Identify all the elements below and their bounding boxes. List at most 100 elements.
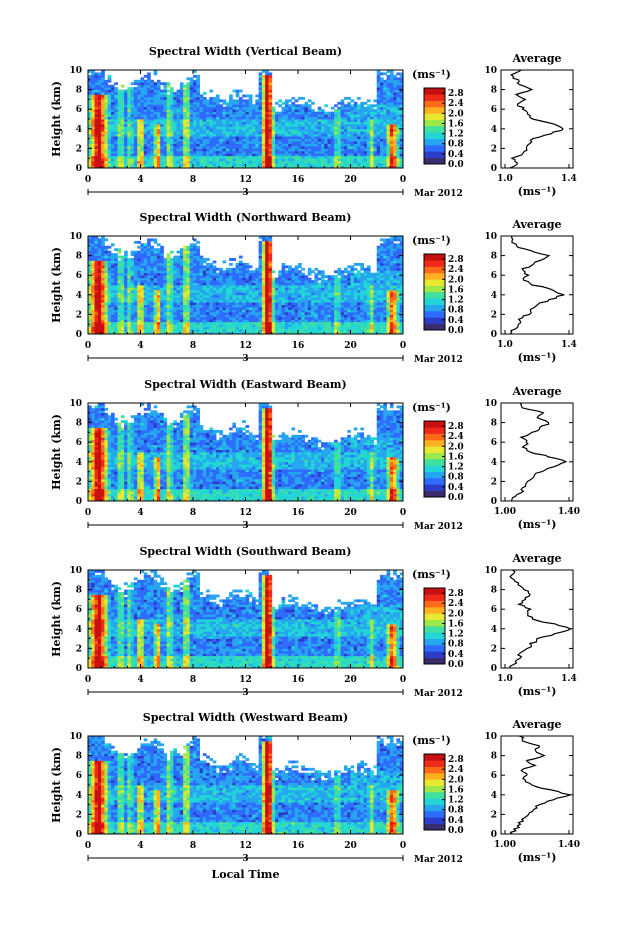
heatmap-cell: [193, 272, 197, 276]
heatmap-cell: [304, 131, 309, 135]
heatmap-cell: [101, 304, 105, 308]
heatmap-cell: [311, 141, 315, 144]
heatmap-cell: [258, 248, 263, 252]
heatmap-cell: [196, 96, 200, 100]
heatmap-cell: [199, 121, 204, 125]
heatmap-cell: [156, 116, 161, 120]
heatmap-cell: [150, 294, 155, 298]
heatmap-cell: [343, 158, 348, 162]
heatmap-cell: [219, 133, 223, 137]
heatmap-cell: [317, 111, 322, 115]
heatmap-cell: [268, 87, 273, 90]
heatmap-cell: [327, 141, 332, 144]
heatmap-cell: [242, 319, 246, 323]
heatmap-cell: [360, 128, 365, 132]
heatmap-cell: [133, 136, 138, 139]
heatmap-cell: [317, 158, 322, 162]
heatmap-cell: [88, 324, 92, 328]
heatmap-cell: [330, 128, 335, 132]
heatmap-cell: [206, 302, 210, 305]
heatmap-cell: [380, 163, 384, 166]
heatmap-cell: [147, 109, 151, 113]
heatmap-cell: [288, 138, 292, 142]
heatmap-cell: [114, 289, 118, 293]
heatmap-cell: [238, 260, 243, 264]
heatmap-cell: [393, 99, 397, 103]
heatmap-cell: [307, 128, 312, 132]
heatmap-cell: [396, 155, 401, 159]
heatmap-cell: [166, 126, 171, 130]
heatmap-cell: [173, 316, 177, 320]
heatmap-cell: [140, 87, 145, 90]
heatmap-cell: [107, 153, 112, 157]
heatmap-cell: [173, 267, 177, 271]
heatmap-cell: [219, 289, 223, 293]
heatmap-cell: [386, 94, 391, 98]
heatmap-cell: [160, 277, 164, 281]
heatmap-cell: [186, 96, 191, 100]
heatmap-cell: [133, 253, 138, 256]
heatmap-cell: [219, 299, 223, 303]
heatmap-cell: [245, 116, 250, 120]
heatmap-cell: [350, 148, 355, 152]
heatmap-cell: [91, 238, 95, 242]
heatmap-cell: [360, 109, 365, 113]
heatmap-cell: [298, 138, 302, 142]
heatmap-cell: [212, 275, 217, 279]
heatmap-cell: [288, 114, 292, 117]
heatmap-cell: [97, 331, 102, 335]
heatmap-cell: [166, 96, 171, 100]
heatmap-cell: [97, 319, 102, 323]
heatmap-cell: [380, 123, 384, 127]
heatmap-cell: [252, 141, 256, 144]
heatmap-cell: [114, 165, 118, 169]
heatmap-cell: [170, 126, 174, 130]
heatmap-cell: [97, 311, 102, 315]
heatmap-cell: [215, 109, 220, 113]
heatmap-cell: [120, 287, 125, 291]
heatmap-cell: [127, 307, 132, 310]
heatmap-cell: [215, 302, 220, 305]
heatmap-cell: [258, 155, 263, 159]
heatmap-cell: [127, 138, 132, 142]
heatmap-cell: [104, 267, 109, 271]
heatmap-cell: [245, 153, 250, 157]
heatmap-cell: [97, 155, 102, 159]
heatmap-cell: [373, 109, 378, 113]
heatmap-cell: [298, 148, 302, 152]
heatmap-cell: [137, 324, 141, 328]
heatmap-cell: [252, 275, 256, 279]
heatmap-cell: [130, 292, 135, 296]
heatmap-cell: [143, 121, 148, 125]
heatmap-cell: [258, 262, 263, 266]
heatmap-cell: [219, 267, 223, 271]
heatmap-cell: [120, 145, 125, 149]
heatmap-cell: [117, 89, 122, 93]
heatmap-cell: [110, 307, 115, 310]
heatmap-cell: [186, 94, 191, 98]
heatmap-cell: [363, 160, 368, 164]
heatmap-cell: [370, 145, 374, 149]
heatmap-cell: [360, 101, 365, 105]
heatmap-cell: [202, 289, 207, 293]
heatmap-cell: [245, 316, 250, 320]
heatmap-cell: [209, 104, 214, 108]
heatmap-cell: [193, 255, 197, 259]
heatmap-cell: [252, 294, 256, 298]
heatmap-cell: [206, 119, 210, 122]
heatmap-cell: [222, 123, 227, 127]
heatmap-cell: [245, 304, 250, 308]
profile-y-tick-label: 2: [491, 144, 497, 154]
heatmap-cell: [291, 119, 296, 122]
heatmap-cell: [196, 145, 200, 149]
colorbar-swatch: [424, 126, 445, 133]
heatmap-cell: [366, 163, 371, 166]
heatmap-cell: [150, 84, 155, 88]
heatmap-cell: [94, 133, 99, 137]
heatmap-cell: [383, 148, 387, 152]
heatmap-cell: [163, 143, 168, 147]
heatmap-cell: [222, 260, 227, 264]
heatmap-cell: [163, 307, 168, 310]
heatmap-cell: [229, 121, 233, 125]
heatmap-cell: [130, 153, 135, 157]
